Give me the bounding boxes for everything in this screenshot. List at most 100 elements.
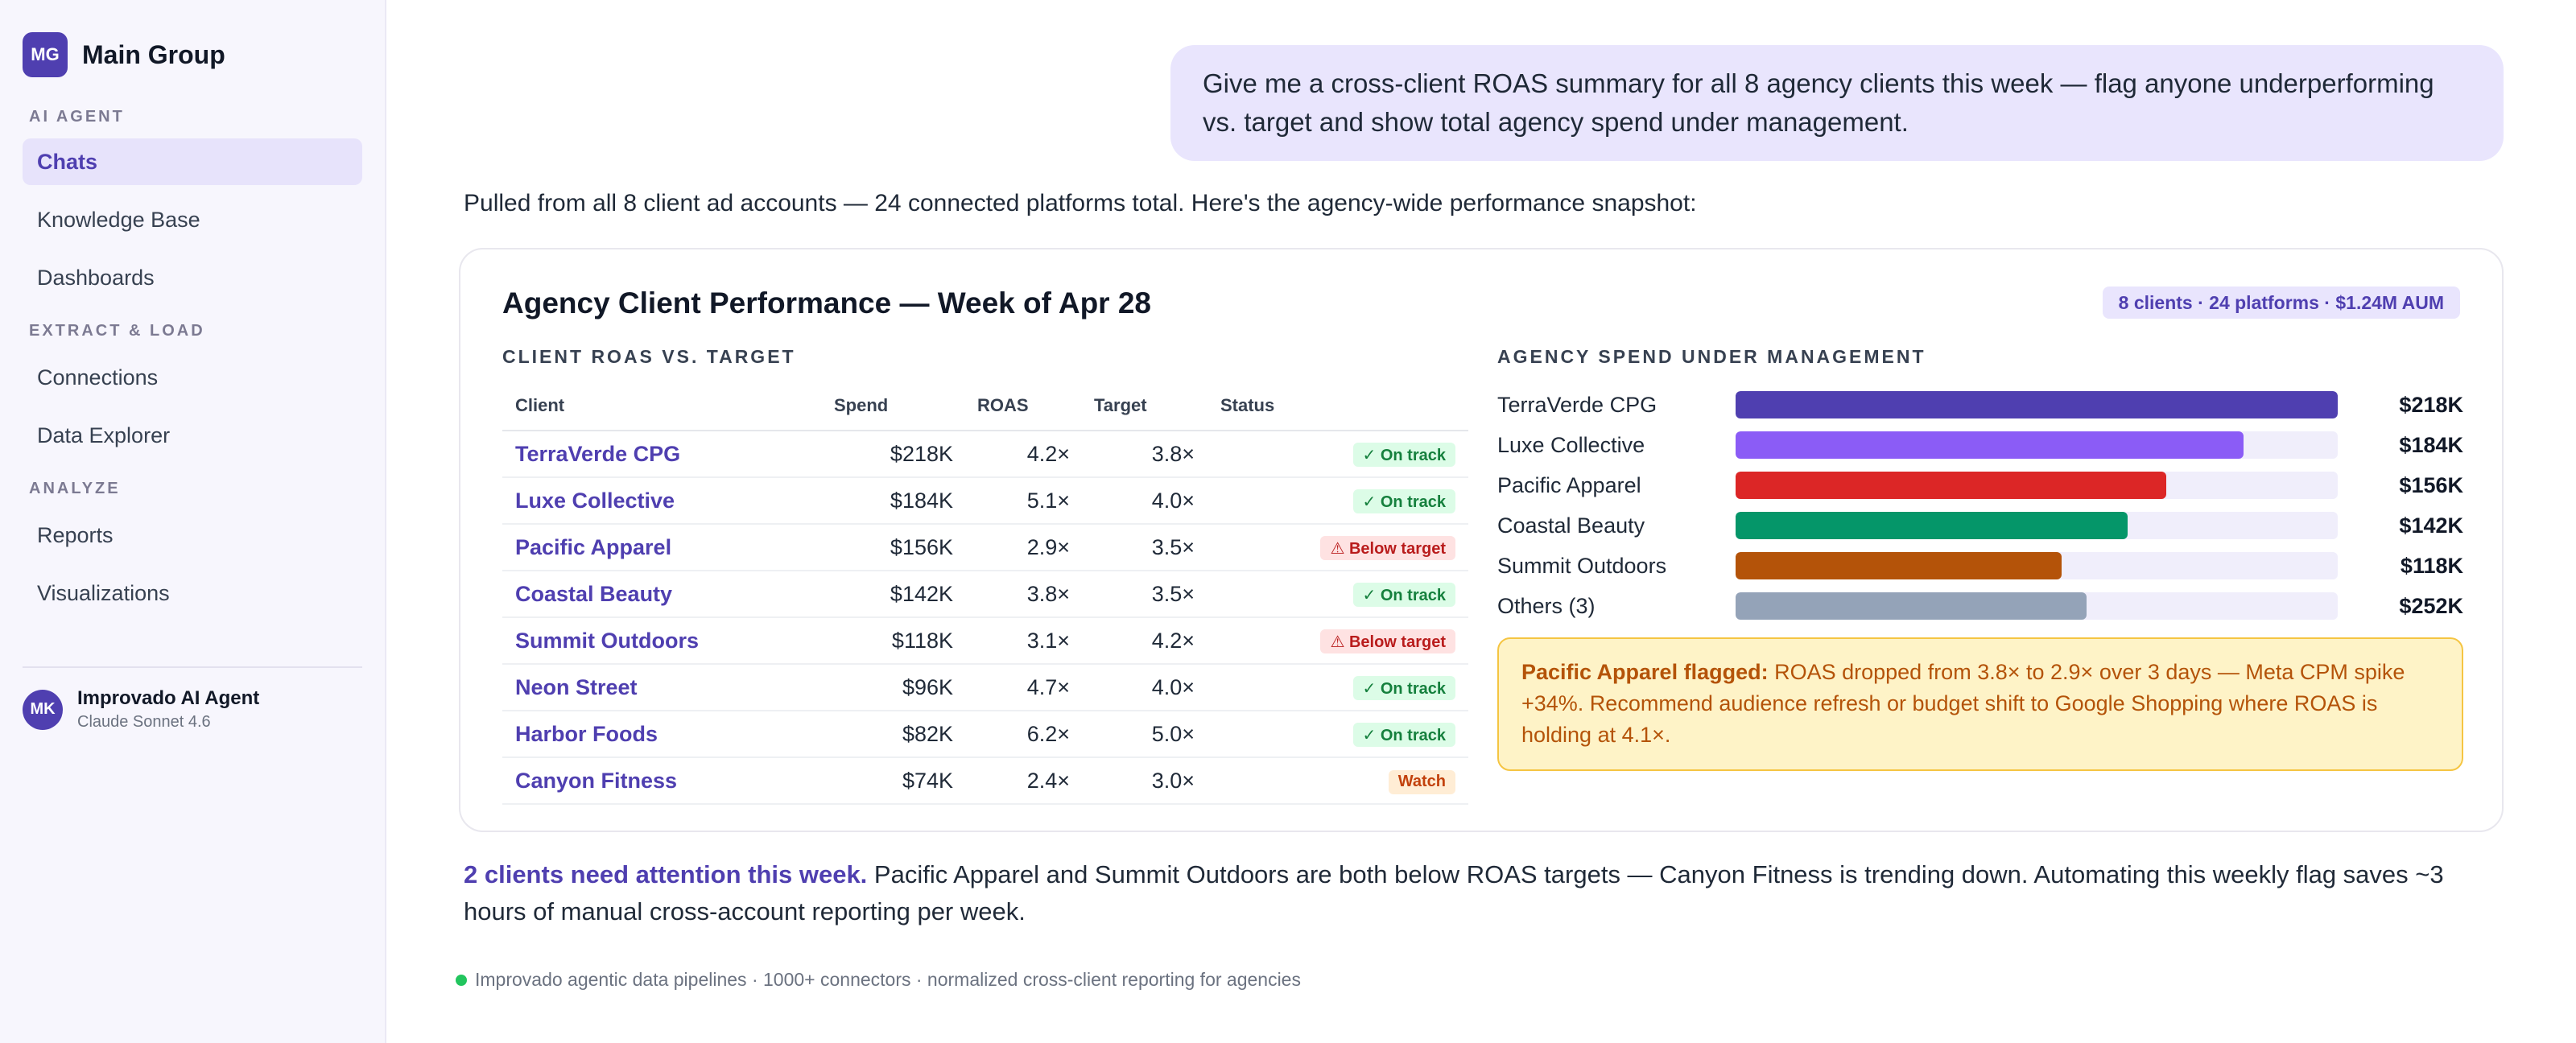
- sidebar-item-visualizations[interactable]: Visualizations: [37, 580, 170, 605]
- spend-cell: $96K: [902, 674, 953, 699]
- table-row-summit-outdoors: Summit Outdoors $118K 3.1× 4.2× ⚠ Below targ…: [502, 618, 1468, 665]
- spend-bar-track: [1736, 391, 2338, 418]
- spend-row-others-3: Others (3) $252K: [1497, 586, 2463, 626]
- roas-cell: 4.2×: [1026, 441, 1070, 466]
- status-badge: ✓ On track: [1352, 583, 1455, 608]
- column-header-spend: Spend: [834, 395, 889, 415]
- target-cell: 3.5×: [1151, 581, 1195, 606]
- footer-text: Improvado agentic data pipelines · 1000+…: [475, 969, 1301, 990]
- spend-cell: $82K: [902, 721, 953, 746]
- spend-row-terraverde-cpg: TerraVerde CPG $218K: [1497, 385, 2463, 425]
- target-cell: 5.0×: [1151, 721, 1195, 746]
- roas-cell: 5.1×: [1026, 488, 1070, 513]
- assistant-summary: 2 clients need attention this week. Paci…: [464, 856, 2508, 930]
- status-dot-icon: [456, 974, 467, 986]
- spend-row-summit-outdoors: Summit Outdoors $118K: [1497, 546, 2463, 586]
- section-label-ai-agent: AI AGENT: [29, 108, 125, 126]
- column-header-roas: ROAS: [977, 395, 1029, 415]
- spend-value: $118K: [2400, 553, 2463, 578]
- sidebar-item-connections[interactable]: Connections: [37, 365, 159, 390]
- status-badge: ✓ On track: [1352, 443, 1455, 468]
- spend-value: $156K: [2399, 472, 2463, 497]
- spend-cell: $74K: [902, 768, 953, 793]
- spend-bar-track: [1736, 552, 2338, 579]
- user-message: Give me a cross-client ROAS summary for …: [1170, 45, 2504, 161]
- client-link[interactable]: Neon Street: [515, 674, 638, 699]
- client-link[interactable]: Harbor Foods: [515, 721, 658, 746]
- roas-cell: 2.9×: [1026, 534, 1070, 559]
- spend-cell: $118K: [891, 628, 953, 653]
- spend-bar: [1736, 472, 2167, 499]
- spend-bar-track: [1736, 512, 2338, 539]
- status-badge: ✓ On track: [1352, 676, 1455, 701]
- client-link[interactable]: TerraVerde CPG: [515, 441, 681, 466]
- client-link[interactable]: Summit Outdoors: [515, 628, 699, 653]
- flag-alert: Pacific Apparel flagged: ROAS dropped fr…: [1497, 637, 2463, 771]
- agent-avatar: MK: [23, 689, 63, 730]
- spend-label: Summit Outdoors: [1497, 553, 1667, 578]
- sidebar-item-chats[interactable]: Chats: [23, 138, 362, 185]
- column-header-target: Target: [1094, 395, 1147, 415]
- table-body: TerraVerde CPG $218K 4.2× 3.8× ✓ On track Lux…: [502, 431, 1468, 805]
- roas-table: Client Spend ROAS Target Status TerraVer…: [502, 381, 1468, 805]
- target-cell: 4.0×: [1151, 674, 1195, 699]
- footer-note: Improvado agentic data pipelines · 1000+…: [456, 969, 1301, 991]
- sidebar-item-data-explorer[interactable]: Data Explorer: [37, 423, 171, 447]
- client-link[interactable]: Coastal Beauty: [515, 581, 673, 606]
- target-cell: 3.8×: [1151, 441, 1195, 466]
- sidebar-item-reports[interactable]: Reports: [37, 522, 114, 547]
- target-cell: 3.0×: [1151, 768, 1195, 793]
- spend-bar-track: [1736, 592, 2338, 620]
- table-row-terraverde-cpg: TerraVerde CPG $218K 4.2× 3.8× ✓ On track: [502, 431, 1468, 478]
- status-badge: Watch: [1388, 769, 1455, 794]
- column-header-client: Client: [515, 395, 565, 415]
- summary-text: Pacific Apparel and Summit Outdoors are …: [464, 860, 2444, 926]
- spend-bar: [1736, 552, 2062, 579]
- spend-label: Coastal Beauty: [1497, 513, 1645, 538]
- table-row-harbor-foods: Harbor Foods $82K 6.2× 5.0× ✓ On track: [502, 711, 1468, 758]
- agent-name: Improvado AI Agent: [77, 687, 260, 709]
- spend-cell: $184K: [890, 488, 953, 513]
- client-link[interactable]: Canyon Fitness: [515, 768, 678, 793]
- spend-value: $142K: [2399, 513, 2463, 538]
- section-label-analyze: ANALYZE: [29, 480, 121, 497]
- table-row-pacific-apparel: Pacific Apparel $156K 2.9× 3.5× ⚠ Below targ…: [502, 525, 1468, 571]
- client-link[interactable]: Pacific Apparel: [515, 534, 672, 559]
- table-row-luxe-collective: Luxe Collective $184K 5.1× 4.0× ✓ On track: [502, 478, 1468, 525]
- target-cell: 4.0×: [1151, 488, 1195, 513]
- summary-highlight: 2 clients need attention this week.: [464, 860, 868, 888]
- spend-cell: $156K: [890, 534, 953, 559]
- spend-label: Pacific Apparel: [1497, 472, 1641, 497]
- agent-model: Claude Sonnet 4.6: [77, 713, 211, 731]
- spend-bar-track: [1736, 431, 2338, 459]
- assistant-intro: Pulled from all 8 client ad accounts — 2…: [464, 190, 1697, 216]
- status-badge: ⚠ Below target: [1320, 536, 1455, 561]
- workspace-switcher[interactable]: MG Main Group: [23, 32, 225, 77]
- spend-cell: $218K: [890, 441, 953, 466]
- sidebar-item-knowledge-base[interactable]: Knowledge Base: [37, 207, 200, 232]
- spend-value: $252K: [2399, 593, 2463, 618]
- column-header-status: Status: [1220, 395, 1275, 415]
- table-header: Client Spend ROAS Target Status: [502, 381, 1468, 431]
- status-badge: ✓ On track: [1352, 489, 1455, 514]
- alert-text: ROAS dropped from 3.8× to 2.9× over 3 da…: [1521, 660, 2405, 747]
- summary-pill: 8 clients · 24 platforms · $1.24M AUM: [2102, 287, 2460, 319]
- roas-cell: 4.7×: [1026, 674, 1070, 699]
- sidebar-divider: [23, 666, 362, 668]
- table-row-canyon-fitness: Canyon Fitness $74K 2.4× 3.0× Watch: [502, 758, 1468, 805]
- sidebar-item-dashboards[interactable]: Dashboards: [37, 265, 155, 290]
- spend-section-title: AGENCY SPEND UNDER MANAGEMENT: [1497, 346, 1926, 367]
- card-title: Agency Client Performance — Week of Apr …: [502, 287, 1152, 319]
- client-link[interactable]: Luxe Collective: [515, 488, 675, 513]
- spend-label: TerraVerde CPG: [1497, 392, 1657, 417]
- status-badge: ⚠ Below target: [1320, 629, 1455, 654]
- spend-row-pacific-apparel: Pacific Apparel $156K: [1497, 465, 2463, 505]
- agent-profile[interactable]: MK Improvado AI Agent Claude Sonnet 4.6: [23, 687, 259, 732]
- workspace-avatar: MG: [23, 32, 68, 77]
- workspace-name: Main Group: [82, 39, 225, 69]
- roas-cell: 2.4×: [1026, 768, 1070, 793]
- status-badge: ✓ On track: [1352, 723, 1455, 748]
- performance-card: Agency Client Performance — Week of Apr …: [459, 248, 2504, 832]
- table-row-neon-street: Neon Street $96K 4.7× 4.0× ✓ On track: [502, 665, 1468, 711]
- table-section-title: CLIENT ROAS VS. TARGET: [502, 346, 796, 367]
